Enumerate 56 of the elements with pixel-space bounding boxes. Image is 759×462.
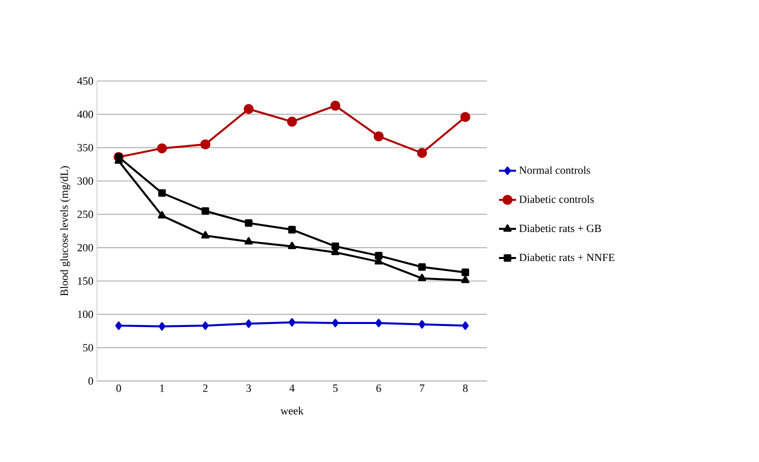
- point: [287, 116, 297, 127]
- x-tick-label: 3: [246, 384, 251, 392]
- y-tick-label: 300: [78, 177, 94, 185]
- point: [200, 139, 210, 150]
- legend-label: Diabetic controls: [519, 195, 594, 203]
- point: [244, 237, 253, 244]
- legend-label: Normal controls: [519, 166, 590, 174]
- point: [332, 318, 339, 328]
- point: [157, 143, 167, 154]
- point: [158, 189, 166, 197]
- y-tick-label: 50: [83, 344, 94, 352]
- y-tick-label: 100: [78, 310, 94, 318]
- point: [288, 226, 296, 234]
- point: [462, 268, 470, 276]
- point: [462, 321, 469, 330]
- point: [330, 100, 340, 111]
- y-tick-label: 200: [78, 244, 94, 252]
- point: [418, 320, 426, 329]
- x-tick-label: 6: [376, 384, 382, 392]
- y-tick-label: 150: [78, 277, 94, 285]
- point: [418, 274, 426, 282]
- point: [418, 263, 426, 271]
- point: [244, 104, 254, 114]
- point: [288, 242, 296, 250]
- point: [244, 219, 252, 227]
- point: [460, 112, 470, 122]
- x-tick-label: 0: [116, 384, 121, 392]
- point: [115, 321, 122, 330]
- point: [374, 131, 384, 142]
- legend-label: Diabetic rats + NNFE: [519, 253, 614, 262]
- point: [461, 276, 470, 284]
- x-axis-title: week: [280, 406, 304, 414]
- point: [202, 321, 209, 330]
- x-tick-label: 2: [203, 384, 208, 392]
- point: [374, 252, 382, 260]
- y-axis-title: Blood glucose levels (mg/dL): [60, 166, 70, 296]
- y-tick-label: 400: [77, 110, 94, 118]
- point: [417, 148, 427, 158]
- point: [375, 318, 382, 328]
- x-tick-label: 7: [420, 384, 424, 392]
- point: [201, 231, 210, 238]
- legend-label: Diabetic rats + GB: [519, 224, 602, 232]
- x-tick-label: 4: [289, 384, 295, 392]
- point: [288, 318, 296, 327]
- x-tick-label: 1: [160, 384, 164, 392]
- point: [332, 242, 340, 250]
- y-tick-label: 0: [88, 377, 94, 385]
- point: [158, 211, 166, 218]
- x-tick-label: 8: [463, 384, 468, 392]
- y-tick-label: 250: [78, 210, 94, 218]
- y-tick-label: 450: [77, 77, 94, 85]
- y-tick-label: 350: [78, 144, 94, 152]
- point: [158, 322, 166, 331]
- point: [245, 319, 252, 328]
- point: [202, 207, 210, 215]
- x-tick-label: 5: [333, 384, 338, 392]
